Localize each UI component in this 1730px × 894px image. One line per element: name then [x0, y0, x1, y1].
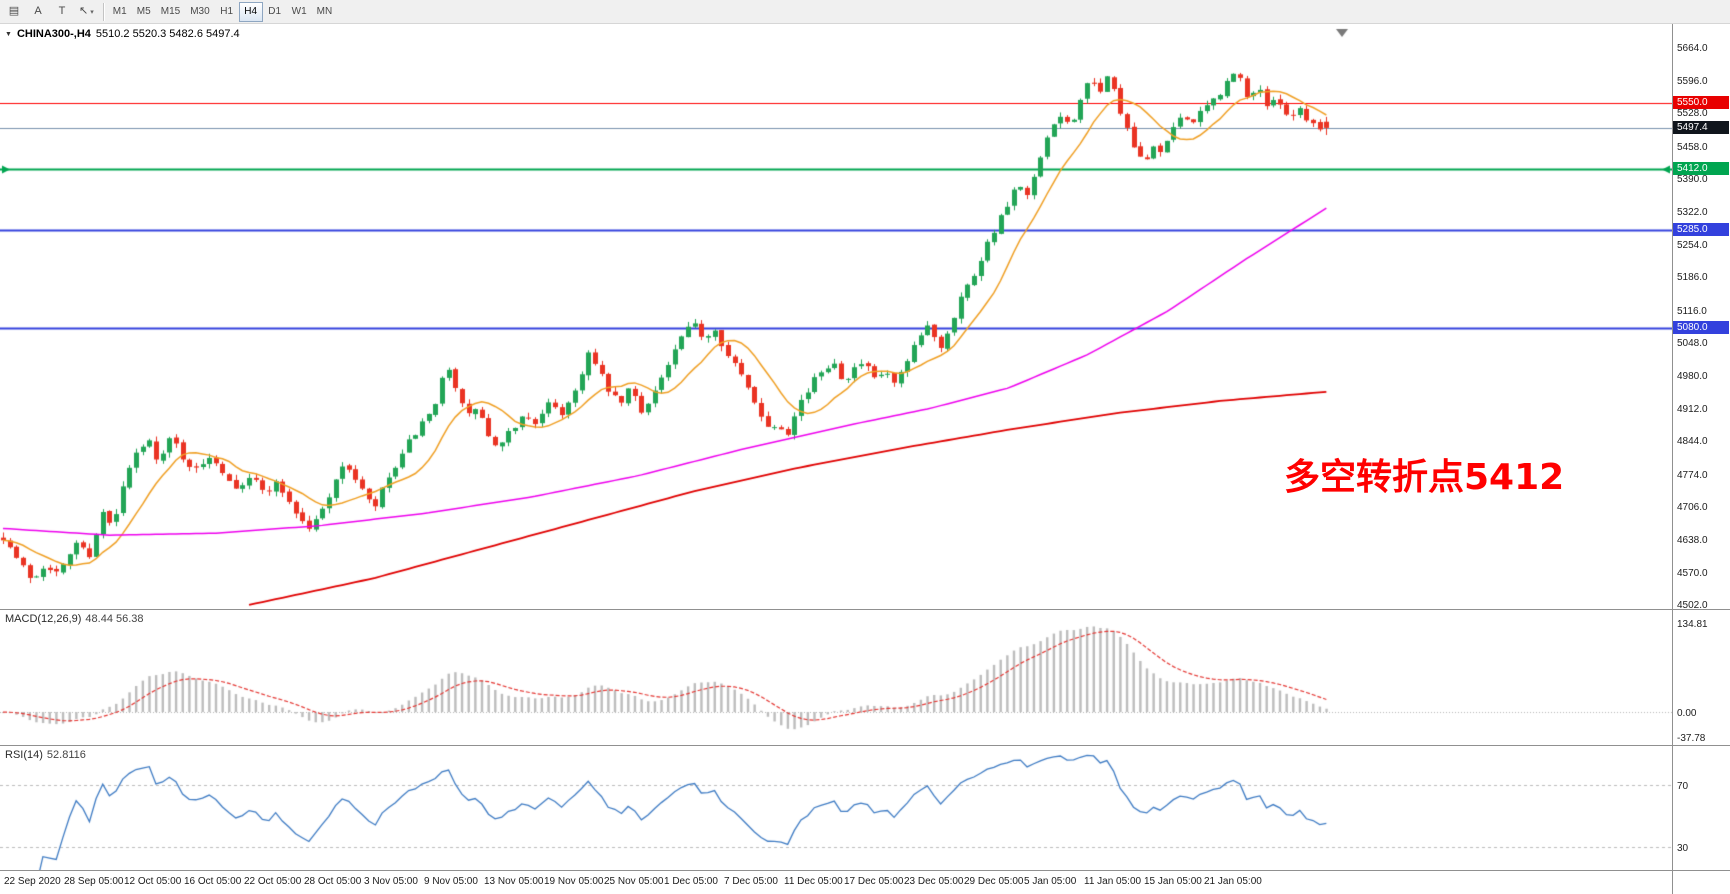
price-level-badge: 5080.0	[1673, 321, 1729, 334]
price-axis-label: 4638.0	[1677, 534, 1708, 546]
rsi-indicator-label: RSI(14) 52.8116	[5, 749, 86, 761]
dropdown-caret-icon: ▾	[90, 8, 94, 16]
timeframe-group: M1 M5 M15 M30 H1 H4 D1 W1 MN	[108, 0, 337, 23]
plots-column: ▼ CHINA300-,H4 5510.2 5520.3 5482.6 5497…	[0, 24, 1672, 894]
timeframe-h1[interactable]: H1	[220, 6, 234, 17]
timeframe-m30[interactable]: M30	[190, 6, 210, 17]
text-tool-icon[interactable]: T	[50, 2, 74, 22]
macd-indicator-label: MACD(12,26,9) 48.44 56.38	[5, 613, 144, 625]
toolbar-separator	[102, 2, 104, 21]
timeframe-m15[interactable]: M15	[160, 6, 181, 17]
price-axis-main[interactable]: 5664.0 5596.0 5528.0 5458.0 5390.0 5322.0 5254…	[1673, 24, 1730, 612]
price-axis-label: 5664.0	[1677, 42, 1708, 54]
time-axis-label: 28 Sep 05:00	[64, 876, 124, 887]
price-axis-label: 4570.0	[1677, 567, 1708, 579]
price-axis-column: 5664.0 5596.0 5528.0 5458.0 5390.0 5322.0 5254…	[1672, 24, 1730, 894]
main-chart-panel: ▼ CHINA300-,H4 5510.2 5520.3 5482.6 5497…	[0, 24, 1672, 609]
price-axis-label: 5390.0	[1677, 174, 1708, 186]
timeframe-w1[interactable]: W1	[291, 6, 307, 17]
rsi-name: RSI(14)	[5, 749, 43, 761]
time-axis-label: 28 Oct 05:00	[304, 876, 362, 887]
price-level-badge: 5285.0	[1673, 222, 1729, 236]
price-axis-label: 5596.0	[1677, 75, 1708, 87]
time-axis-label: 17 Dec 05:00	[844, 876, 904, 887]
macd-name: MACD(12,26,9)	[5, 613, 82, 625]
timeframe-m5[interactable]: M5	[136, 6, 151, 17]
label-tool-icon: A	[34, 5, 42, 17]
price-axis-label: 5458.0	[1677, 141, 1708, 153]
time-axis-label: 3 Nov 05:00	[364, 876, 418, 887]
chart-workspace: ▼ CHINA300-,H4 5510.2 5520.3 5482.6 5497…	[0, 24, 1730, 894]
price-axis-label: 4774.0	[1677, 469, 1708, 481]
price-level-badge: 5497.4	[1673, 120, 1729, 134]
macd-axis-label: -37.78	[1677, 732, 1706, 744]
rsi-canvas[interactable]	[0, 746, 1672, 870]
macd-axis-label: 134.81	[1677, 619, 1708, 631]
chart-header: ▼ CHINA300-,H4 5510.2 5520.3 5482.6 5497…	[5, 28, 240, 40]
time-axis-label: 16 Oct 05:00	[184, 876, 242, 887]
price-level-badge: 5412.0	[1673, 161, 1729, 175]
timeframe-h4[interactable]: H4	[238, 1, 263, 22]
time-axis-label: 25 Nov 05:00	[604, 876, 664, 887]
time-axis[interactable]: 22 Sep 2020 28 Sep 05:00 12 Oct 05:00 16 Oc…	[0, 870, 1672, 894]
arrow-tool-icon: ↖	[79, 5, 89, 17]
price-axis-label: 4912.0	[1677, 403, 1708, 415]
price-axis-label: 4844.0	[1677, 436, 1708, 448]
timeframe-d1[interactable]: D1	[268, 6, 282, 17]
macd-panel: MACD(12,26,9) 48.44 56.38	[0, 609, 1672, 745]
price-axis-label: 5048.0	[1677, 338, 1708, 350]
price-axis-label: 5528.0	[1677, 108, 1708, 120]
main-chart-canvas[interactable]	[0, 24, 1672, 609]
label-tool-icon[interactable]: A	[26, 2, 50, 22]
macd-values: 48.44 56.38	[85, 613, 144, 625]
price-level-badge: 5550.0	[1673, 95, 1729, 109]
macd-axis[interactable]: 134.81 0.00 -37.78	[1673, 609, 1730, 745]
time-axis-label: 22 Oct 05:00	[244, 876, 302, 887]
rsi-panel: RSI(14) 52.8116	[0, 745, 1672, 870]
time-axis-label: 1 Dec 05:00	[664, 876, 718, 887]
window-menu-icon[interactable]: ▼	[5, 30, 12, 38]
arrow-tool-icon[interactable]: ↖ ▾	[74, 2, 99, 22]
timeframe-m1[interactable]: M1	[112, 6, 127, 17]
time-axis-label: 15 Jan 05:00	[1144, 876, 1202, 887]
price-axis-label: 5322.0	[1677, 206, 1708, 218]
macd-canvas[interactable]	[0, 610, 1672, 745]
time-axis-label: 11 Dec 05:00	[784, 876, 843, 887]
rsi-axis[interactable]: 70 30	[1673, 745, 1730, 870]
macd-axis-label: 0.00	[1677, 708, 1697, 720]
price-axis-label: 4980.0	[1677, 370, 1708, 382]
price-axis-label: 4502.0	[1677, 600, 1708, 612]
time-axis-label: 7 Dec 05:00	[724, 876, 778, 887]
symbol-period-label: CHINA300-,H4	[16, 28, 91, 40]
toolbar: ▤ A T ↖ ▾ M1 M5 M15 M30 H1 H4 D1 W1 MN	[0, 0, 1730, 24]
rsi-value: 52.8116	[46, 749, 86, 761]
time-axis-label: 23 Dec 05:00	[904, 876, 964, 887]
price-axis-label: 5186.0	[1677, 272, 1708, 284]
axis-corner	[1673, 870, 1730, 894]
timeframe-mn[interactable]: MN	[316, 6, 333, 17]
text-tool-icon: T	[58, 5, 66, 17]
charts-grid-icon: ▤	[8, 5, 20, 17]
time-axis-label: 9 Nov 05:00	[424, 876, 478, 887]
time-axis-label: 19 Nov 05:00	[544, 876, 604, 887]
time-axis-label: 11 Jan 05:00	[1084, 876, 1142, 887]
charts-grid-icon[interactable]: ▤	[2, 2, 26, 22]
drawing-tools-group: ▤ A T ↖ ▾	[2, 0, 99, 23]
price-axis-label: 4706.0	[1677, 502, 1708, 514]
price-axis-label: 5116.0	[1677, 305, 1707, 317]
rsi-axis-label: 30	[1677, 842, 1689, 854]
time-axis-label: 29 Dec 05:00	[964, 876, 1024, 887]
time-axis-label: 22 Sep 2020	[4, 876, 61, 887]
rsi-axis-label: 70	[1677, 780, 1689, 792]
ohlc-values: 5510.2 5520.3 5482.6 5497.4	[95, 28, 240, 40]
time-axis-label: 21 Jan 05:00	[1204, 876, 1262, 887]
price-axis-label: 5254.0	[1677, 239, 1708, 251]
time-axis-label: 5 Jan 05:00	[1024, 876, 1077, 887]
chart-annotation-text[interactable]: 多空转折点5412	[1284, 457, 1565, 498]
time-axis-label: 13 Nov 05:00	[484, 876, 544, 887]
time-axis-label: 12 Oct 05:00	[124, 876, 182, 887]
